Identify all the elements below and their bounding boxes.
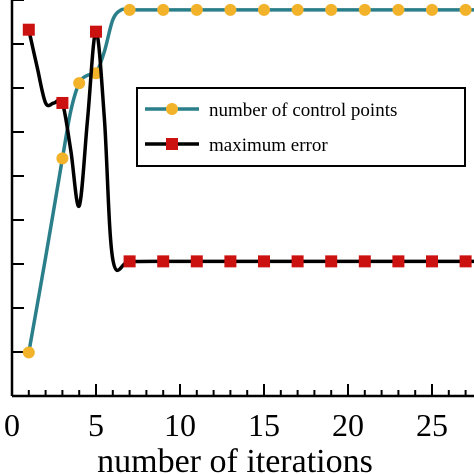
data-point-1	[258, 255, 270, 268]
data-point-1	[22, 23, 35, 36]
data-point-1	[190, 255, 203, 268]
x-tick-label: 5	[88, 407, 104, 443]
x-axis-title: number of iterations	[97, 443, 373, 474]
data-point-0	[22, 346, 35, 359]
data-point-0	[123, 3, 136, 16]
legend: number of control points maximum error	[136, 87, 466, 167]
series-layer	[22, 3, 474, 359]
data-point-1	[426, 255, 438, 268]
data-point-1	[123, 255, 136, 268]
data-point-1	[56, 96, 69, 109]
plot-axes: 0 5 10 15 20 25	[4, 0, 474, 443]
legend-box	[136, 87, 466, 167]
x-tick-label: 15	[248, 407, 280, 443]
legend-marker-maximum-error	[166, 138, 178, 150]
data-point-1	[90, 25, 102, 38]
data-point-1	[224, 255, 237, 268]
data-point-1	[291, 255, 304, 268]
x-tick-label: 0	[4, 407, 20, 443]
legend-label-control-points: number of control points	[209, 100, 397, 121]
data-point-0	[73, 77, 86, 90]
data-point-0	[224, 3, 237, 16]
data-point-0	[157, 3, 170, 16]
x-tick-label: 10	[164, 407, 196, 443]
data-point-1	[157, 255, 170, 268]
data-point-0	[291, 3, 304, 16]
data-point-0	[459, 3, 472, 16]
data-point-1	[358, 255, 371, 268]
data-point-0	[258, 3, 270, 16]
data-point-0	[426, 3, 438, 16]
data-point-0	[392, 3, 405, 16]
data-point-0	[190, 3, 203, 16]
legend-label-maximum-error: maximum error	[209, 135, 328, 156]
data-point-1	[325, 255, 338, 268]
data-point-1	[459, 255, 472, 268]
series-line-0	[27, 7, 474, 353]
data-point-0	[325, 3, 338, 16]
data-point-0	[56, 152, 69, 165]
x-tick-label: 20	[332, 407, 364, 443]
x-tick-label: 25	[416, 407, 448, 443]
legend-marker-control-points	[166, 103, 178, 115]
data-point-1	[392, 255, 405, 268]
data-point-0	[358, 3, 371, 16]
